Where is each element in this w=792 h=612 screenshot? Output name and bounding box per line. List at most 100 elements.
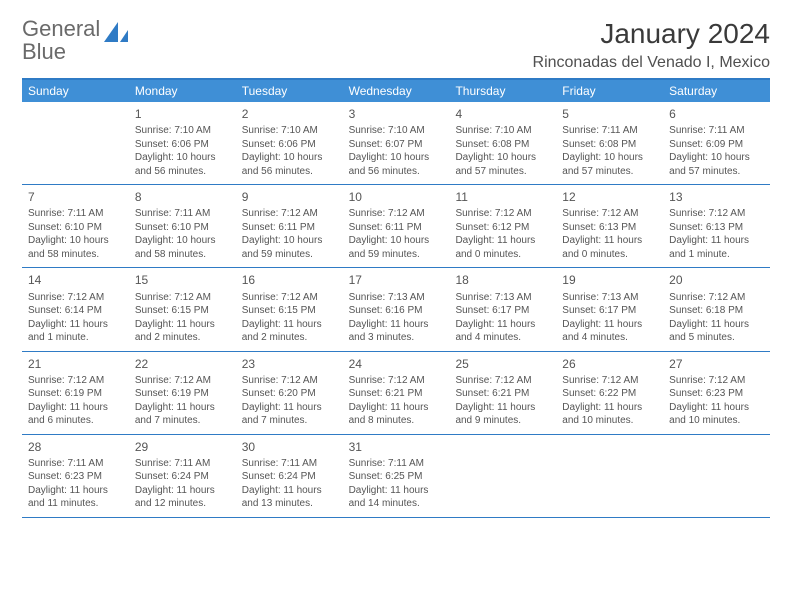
- day-detail-line: and 1 minute.: [669, 248, 764, 262]
- day-detail-line: Sunrise: 7:12 AM: [242, 291, 337, 305]
- day-detail-line: Daylight: 11 hours: [135, 484, 230, 498]
- calendar-day: 6Sunrise: 7:11 AMSunset: 6:09 PMDaylight…: [663, 102, 770, 184]
- day-number: 27: [669, 356, 764, 372]
- day-number: 14: [28, 272, 123, 288]
- day-detail-line: Sunrise: 7:13 AM: [455, 291, 550, 305]
- logo-text-general: General: [22, 16, 100, 41]
- day-number: 9: [242, 189, 337, 205]
- dow-monday: Monday: [129, 80, 236, 102]
- calendar-day: 28Sunrise: 7:11 AMSunset: 6:23 PMDayligh…: [22, 435, 129, 517]
- day-number: 4: [455, 106, 550, 122]
- calendar-day: 27Sunrise: 7:12 AMSunset: 6:23 PMDayligh…: [663, 352, 770, 434]
- day-detail-line: Sunrise: 7:11 AM: [28, 457, 123, 471]
- day-detail-line: Sunset: 6:22 PM: [562, 387, 657, 401]
- calendar-day: 2Sunrise: 7:10 AMSunset: 6:06 PMDaylight…: [236, 102, 343, 184]
- day-detail-line: Sunrise: 7:12 AM: [242, 374, 337, 388]
- day-detail-line: Daylight: 11 hours: [669, 318, 764, 332]
- logo-sail-icon: [102, 20, 130, 46]
- day-detail-line: Daylight: 11 hours: [242, 401, 337, 415]
- header: General Blue January 2024 Rinconadas del…: [22, 18, 770, 72]
- day-detail-line: Sunset: 6:25 PM: [349, 470, 444, 484]
- calendar-day: [663, 435, 770, 517]
- day-detail-line: Sunrise: 7:11 AM: [562, 124, 657, 138]
- day-detail-line: Sunset: 6:16 PM: [349, 304, 444, 318]
- day-detail-line: Daylight: 11 hours: [669, 401, 764, 415]
- day-detail-line: Daylight: 11 hours: [562, 318, 657, 332]
- day-detail-line: Sunrise: 7:13 AM: [349, 291, 444, 305]
- day-detail-line: and 12 minutes.: [135, 497, 230, 511]
- day-detail-line: and 59 minutes.: [349, 248, 444, 262]
- dow-row: Sunday Monday Tuesday Wednesday Thursday…: [22, 80, 770, 102]
- day-detail-line: Sunset: 6:13 PM: [669, 221, 764, 235]
- calendar-day: 25Sunrise: 7:12 AMSunset: 6:21 PMDayligh…: [449, 352, 556, 434]
- day-number: 2: [242, 106, 337, 122]
- day-detail-line: Sunrise: 7:12 AM: [455, 374, 550, 388]
- day-detail-line: Daylight: 11 hours: [669, 234, 764, 248]
- calendar-day: 3Sunrise: 7:10 AMSunset: 6:07 PMDaylight…: [343, 102, 450, 184]
- day-detail-line: Sunset: 6:08 PM: [455, 138, 550, 152]
- day-number: 28: [28, 439, 123, 455]
- day-number: 18: [455, 272, 550, 288]
- day-detail-line: and 4 minutes.: [455, 331, 550, 345]
- day-detail-line: Daylight: 11 hours: [562, 234, 657, 248]
- day-number: 23: [242, 356, 337, 372]
- calendar-day: 8Sunrise: 7:11 AMSunset: 6:10 PMDaylight…: [129, 185, 236, 267]
- day-detail-line: Sunset: 6:15 PM: [242, 304, 337, 318]
- day-detail-line: Daylight: 11 hours: [562, 401, 657, 415]
- day-number: 19: [562, 272, 657, 288]
- day-detail-line: Sunrise: 7:12 AM: [349, 207, 444, 221]
- day-detail-line: Sunrise: 7:11 AM: [242, 457, 337, 471]
- day-detail-line: Sunrise: 7:12 AM: [562, 374, 657, 388]
- day-detail-line: Sunset: 6:17 PM: [562, 304, 657, 318]
- day-detail-line: Daylight: 11 hours: [455, 318, 550, 332]
- dow-wednesday: Wednesday: [343, 80, 450, 102]
- day-detail-line: Sunset: 6:21 PM: [349, 387, 444, 401]
- day-detail-line: Daylight: 11 hours: [28, 401, 123, 415]
- day-detail-line: Sunrise: 7:10 AM: [242, 124, 337, 138]
- day-detail-line: Sunrise: 7:12 AM: [28, 291, 123, 305]
- day-detail-line: and 0 minutes.: [455, 248, 550, 262]
- day-detail-line: Daylight: 11 hours: [455, 401, 550, 415]
- day-detail-line: Sunrise: 7:12 AM: [669, 207, 764, 221]
- day-detail-line: Sunrise: 7:12 AM: [455, 207, 550, 221]
- dow-tuesday: Tuesday: [236, 80, 343, 102]
- location-text: Rinconadas del Venado I, Mexico: [533, 54, 770, 72]
- day-detail-line: and 56 minutes.: [242, 165, 337, 179]
- day-detail-line: Sunrise: 7:12 AM: [669, 374, 764, 388]
- day-detail-line: Sunset: 6:12 PM: [455, 221, 550, 235]
- dow-friday: Friday: [556, 80, 663, 102]
- logo: General Blue: [22, 18, 130, 64]
- calendar-week: 14Sunrise: 7:12 AMSunset: 6:14 PMDayligh…: [22, 268, 770, 351]
- calendar-day: 14 Sunrise: 7:12 AMSunset: 6:14 PMDayligh…: [22, 268, 129, 350]
- day-detail-line: Sunrise: 7:10 AM: [349, 124, 444, 138]
- day-detail-line: Daylight: 11 hours: [349, 484, 444, 498]
- day-detail-line: and 10 minutes.: [669, 414, 764, 428]
- day-detail-line: Daylight: 11 hours: [28, 318, 123, 332]
- calendar-week: 21Sunrise: 7:12 AMSunset: 6:19 PMDayligh…: [22, 352, 770, 435]
- day-detail-line: Daylight: 11 hours: [135, 401, 230, 415]
- day-detail-line: and 58 minutes.: [28, 248, 123, 262]
- calendar-day: 19Sunrise: 7:13 AMSunset: 6:17 PMDayligh…: [556, 268, 663, 350]
- calendar-day: [556, 435, 663, 517]
- day-number: 6: [669, 106, 764, 122]
- day-detail-line: Daylight: 11 hours: [242, 318, 337, 332]
- day-detail-line: Sunset: 6:10 PM: [28, 221, 123, 235]
- day-number: 20: [669, 272, 764, 288]
- day-detail-line: Sunrise: 7:11 AM: [349, 457, 444, 471]
- day-detail-line: Sunrise: 7:11 AM: [28, 207, 123, 221]
- dow-thursday: Thursday: [449, 80, 556, 102]
- day-detail-line: and 4 minutes.: [562, 331, 657, 345]
- day-detail-line: Daylight: 10 hours: [135, 234, 230, 248]
- logo-text-blue: Blue: [22, 39, 66, 64]
- day-detail-line: Sunset: 6:13 PM: [562, 221, 657, 235]
- day-detail-line: Sunset: 6:14 PM: [28, 304, 123, 318]
- day-detail-line: and 0 minutes.: [562, 248, 657, 262]
- day-detail-line: and 11 minutes.: [28, 497, 123, 511]
- day-number: 15: [135, 272, 230, 288]
- day-number: 8: [135, 189, 230, 205]
- calendar-day: 24Sunrise: 7:12 AMSunset: 6:21 PMDayligh…: [343, 352, 450, 434]
- day-detail-line: Sunrise: 7:10 AM: [135, 124, 230, 138]
- day-detail-line: Sunset: 6:07 PM: [349, 138, 444, 152]
- day-detail-line: and 2 minutes.: [135, 331, 230, 345]
- calendar-day: [22, 102, 129, 184]
